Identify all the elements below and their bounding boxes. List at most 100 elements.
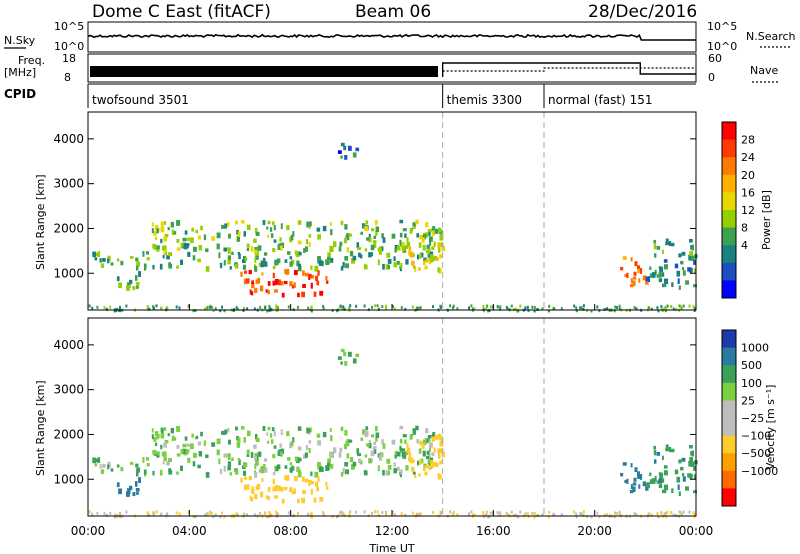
power-cell [227,222,230,227]
velocity-cell [401,451,406,458]
power-cell [411,260,415,266]
power-cell [438,247,441,253]
power-cell [344,224,348,230]
velocity-cell [180,465,183,471]
velocity-cell [340,361,343,365]
power-cell [176,239,180,243]
velocity-cell [138,477,141,483]
velocity-cell [276,464,281,470]
power-cell [677,278,680,284]
power-cell [679,305,682,309]
velocity-cell [633,512,636,516]
power-cell [404,233,407,238]
velocity-cell [416,439,419,444]
power-cell [425,232,429,238]
power-cell [396,260,400,265]
power-cell [663,259,668,263]
power-cell [253,238,257,243]
power-cell [330,258,334,263]
noise-right-label: N.Search [746,30,796,43]
velocity-cell [251,489,255,494]
power-cell [185,243,190,247]
power-cell [280,223,283,230]
x-tick-label: 08:00 [273,524,308,538]
velocity-cell [375,437,378,442]
velocity-cell [665,444,669,449]
velocity-cell [262,426,266,431]
power-cell [284,259,288,263]
velocity-cell [255,434,258,440]
power-cell [268,306,271,310]
velocity-cell [339,510,342,514]
velocity-cell [394,454,397,459]
velocity-cell [272,478,275,485]
velocity-cell [429,446,431,452]
velocity-cell [582,510,585,514]
velocity-cell [340,426,344,432]
power-cell [406,241,411,247]
power-cell [266,226,269,230]
power-cell [377,259,380,266]
velocity-cell [119,512,121,515]
velocity-cell [292,490,294,495]
power-cell [639,268,643,274]
power-cell [689,250,693,256]
y-tick-label: 4000 [53,338,84,352]
power-cell [344,155,348,160]
power-cell [385,264,389,270]
velocity-cell [289,462,293,466]
power-cell [693,268,697,274]
power-cell [417,254,420,260]
power-cell [138,271,141,277]
power-cell [291,259,295,265]
velocity-cell [327,462,331,466]
velocity-cell [688,510,691,514]
velocity-cell [338,452,342,458]
velocity-cell [637,474,641,479]
power-cell [519,304,522,308]
power-cell [575,306,578,310]
power-cell [120,260,124,266]
power-cell [227,255,232,261]
power-cell [689,239,693,243]
power-cell [575,309,578,313]
velocity-cell [575,512,578,516]
power-cell [430,257,434,263]
velocity-cell [598,515,601,519]
power-cell [419,234,423,240]
power-cell [364,248,368,252]
velocity-cell [258,468,262,473]
power-cell [227,247,231,251]
velocity-cell [355,510,358,514]
velocity-cell [151,434,154,440]
velocity-cell [127,488,131,495]
power-cell [431,230,435,236]
velocity-cell [358,458,361,464]
power-cell [274,259,278,266]
velocity-cell [385,470,389,476]
power-cell [344,237,347,244]
x-axis: 00:00 04:00 08:00 12:00 16:00 20:00 00:00 Time… [71,304,713,554]
power-cell [375,220,378,226]
velocity-cell [224,429,228,435]
power-cell [637,268,641,273]
velocity-cell [573,510,576,514]
power-cell [359,254,363,259]
velocity-cell [253,513,256,517]
colorbar-segment [722,365,736,384]
power-cell [370,228,375,232]
colorbar-tick-label: −1000 [741,465,778,478]
colorbar-tick-label: −100 [741,430,771,443]
velocity-cell [319,496,324,502]
velocity-cell [221,511,223,515]
velocity-cell [91,512,94,516]
velocity-cell [206,511,209,515]
power-cell [691,244,694,251]
power-cell [402,228,407,232]
power-cell [304,246,308,252]
power-cell [348,145,352,151]
velocity-cell [418,448,422,454]
power-cell [430,254,434,259]
velocity-cell [580,512,583,516]
velocity-cell [663,512,666,516]
